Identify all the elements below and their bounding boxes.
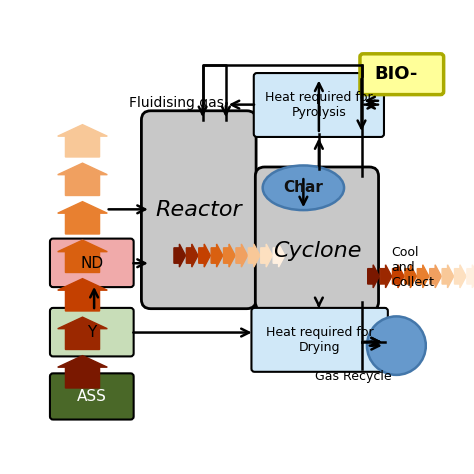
Polygon shape [174, 244, 186, 267]
Polygon shape [186, 244, 198, 267]
Polygon shape [58, 356, 107, 388]
Text: Char: Char [283, 180, 323, 195]
Polygon shape [392, 265, 404, 288]
Text: Heat required for
Pyrolysis: Heat required for Pyrolysis [265, 91, 373, 119]
Polygon shape [368, 265, 379, 288]
Text: Y: Y [87, 325, 96, 340]
Text: Heat required for
Drying: Heat required for Drying [266, 326, 374, 354]
Text: ND: ND [80, 256, 103, 271]
Polygon shape [58, 201, 107, 234]
FancyBboxPatch shape [50, 374, 134, 419]
Polygon shape [211, 244, 223, 267]
Polygon shape [380, 265, 392, 288]
Polygon shape [58, 317, 107, 349]
Polygon shape [261, 244, 273, 267]
FancyBboxPatch shape [254, 73, 384, 137]
Polygon shape [417, 265, 429, 288]
Polygon shape [58, 240, 107, 273]
FancyBboxPatch shape [50, 308, 134, 356]
Polygon shape [467, 265, 474, 288]
Polygon shape [224, 244, 235, 267]
Polygon shape [199, 244, 210, 267]
Circle shape [367, 316, 426, 375]
Polygon shape [58, 163, 107, 195]
Polygon shape [236, 244, 247, 267]
FancyBboxPatch shape [50, 238, 134, 287]
Polygon shape [248, 244, 260, 267]
Text: Gas Recycle: Gas Recycle [315, 370, 392, 383]
Text: Cyclone: Cyclone [273, 240, 361, 261]
Polygon shape [58, 125, 107, 157]
Text: Fluidising gas: Fluidising gas [129, 96, 224, 110]
Text: Reactor: Reactor [155, 200, 242, 220]
Polygon shape [430, 265, 441, 288]
Polygon shape [455, 265, 466, 288]
Polygon shape [273, 244, 285, 267]
Polygon shape [58, 279, 107, 311]
Polygon shape [405, 265, 417, 288]
FancyBboxPatch shape [255, 167, 379, 311]
FancyBboxPatch shape [251, 308, 388, 372]
Text: Cool
and
Collect: Cool and Collect [391, 246, 434, 289]
Text: ASS: ASS [77, 389, 107, 404]
FancyBboxPatch shape [141, 111, 256, 309]
Ellipse shape [263, 165, 344, 210]
FancyBboxPatch shape [360, 54, 444, 95]
Text: BIO-: BIO- [374, 65, 418, 83]
Polygon shape [442, 265, 454, 288]
